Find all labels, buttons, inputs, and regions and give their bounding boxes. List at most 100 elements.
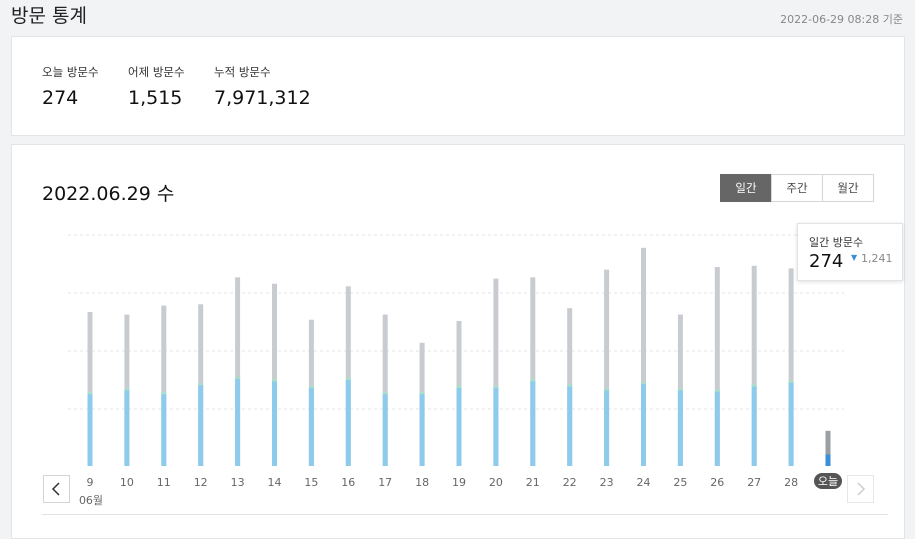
bar-total [825,430,831,466]
bar-accent [308,385,314,388]
bar-visits [198,385,204,466]
bar-accent [604,388,610,391]
tick-label: 26 [710,476,724,489]
tick-label: 17 [378,476,392,489]
bar-visits [272,381,277,466]
bar-total [161,305,167,466]
bar-accent [235,376,241,379]
bar-accent [124,388,130,391]
chevron-right-icon [857,482,866,496]
bar-visits [235,378,241,466]
yesterday-stat: 어제 방문수 1,515 [128,64,185,109]
tick-label: 23 [600,476,614,489]
bar-visits [419,394,425,466]
tab-monthly[interactable]: 월간 [822,174,874,202]
tick-label: 21 [526,476,540,489]
tick-label: 11 [157,476,171,489]
tick-label: 20 [489,476,503,489]
chart-divider [42,514,888,515]
total-value: 7,971,312 [214,87,311,109]
tooltip-compare: 1,241 [861,252,893,265]
timestamp: 2022-06-29 08:28 기준 [780,13,903,26]
bar-accent [714,389,720,392]
total-label: 누적 방문수 [214,65,271,79]
bar-visits [124,390,130,466]
bar-accent [493,385,499,388]
bar-total [87,312,93,466]
bar-visits [567,386,573,466]
next-button[interactable] [847,475,874,503]
bar-total [751,265,757,466]
bar-accent [530,379,536,382]
bar-visits [714,391,720,466]
tick-label: 10 [120,476,134,489]
bar-total [345,286,351,466]
bar-visits [751,386,757,466]
tick-label: 16 [341,476,355,489]
bar-accent [419,392,425,395]
tick-label: 15 [304,476,318,489]
bar-visits [825,454,831,466]
bar-visits [641,383,646,466]
tick-label: 22 [563,476,577,489]
bar-total [235,277,241,466]
bar-accent [567,384,573,387]
bar-visits [604,390,610,466]
tooltip-value: 274 [809,251,844,272]
prev-button[interactable] [43,475,70,503]
tick-label: 28 [784,476,798,489]
down-arrow-icon: ▼ [851,253,858,262]
bar-total [382,314,388,466]
bar-total [272,283,277,466]
bar-total [530,277,536,466]
bar-visits [345,380,351,466]
tick-label: 24 [637,476,651,489]
bar-accent [677,388,683,391]
bar-total [641,247,646,466]
visit-chart: 9 10 11 12 13 14 15 16 17 18 19 20 21 22 23 24 25 26 27 28 오… [43,234,874,507]
tick-label: 25 [673,476,687,489]
bar-accent [272,379,277,382]
chevron-left-icon [51,482,60,496]
tick-label: 18 [415,476,429,489]
bar-accent [198,383,204,386]
bar-visits [677,390,683,466]
bar-accent [382,392,388,395]
chart-date: 2022.06.29 수 [42,183,175,205]
month-label: 06월 [79,494,103,507]
tick-label-today: 오늘 [818,475,838,488]
bar-total [788,268,794,466]
today-value: 274 [42,87,79,109]
tick-label: 13 [231,476,245,489]
period-tabs: 일간 주간 월간 [720,174,874,202]
tick-label: 14 [268,476,282,489]
bar-accent [161,392,167,395]
bar-accent [87,392,93,395]
total-stat: 누적 방문수 7,971,312 [214,64,311,109]
yesterday-label: 어제 방문수 [128,65,185,79]
bar-visits [87,394,93,466]
bar-accent [641,381,646,384]
bar-total [604,269,610,466]
tick-label: 19 [452,476,466,489]
tick-label: 12 [194,476,208,489]
bar-visits [788,382,794,466]
chart-card: 2022.06.29 수 일간 주간 월간 9 10 11 12 13 14 15 16 17 1… [11,144,905,539]
summary-card: 오늘 방문수 274 어제 방문수 1,515 누적 방문수 7,971,312 [11,36,905,136]
bar-visits [161,394,167,466]
bar-accent [788,380,794,383]
tooltip-label: 일간 방문수 [809,236,864,249]
bar-accent [456,385,462,388]
today-badge[interactable] [814,473,842,489]
yesterday-value: 1,515 [128,87,183,109]
tick-label: 27 [747,476,761,489]
bar-visits [493,387,499,466]
bar-visits [456,387,462,466]
visits-tooltip: 일간 방문수 274 ▼ 1,241 [797,223,903,281]
tick-label: 9 [87,476,94,489]
today-stat: 오늘 방문수 274 [42,64,99,109]
bar-total [493,278,499,466]
today-label: 오늘 방문수 [42,65,99,79]
bar-accent [345,378,351,381]
bar-total [714,267,720,466]
